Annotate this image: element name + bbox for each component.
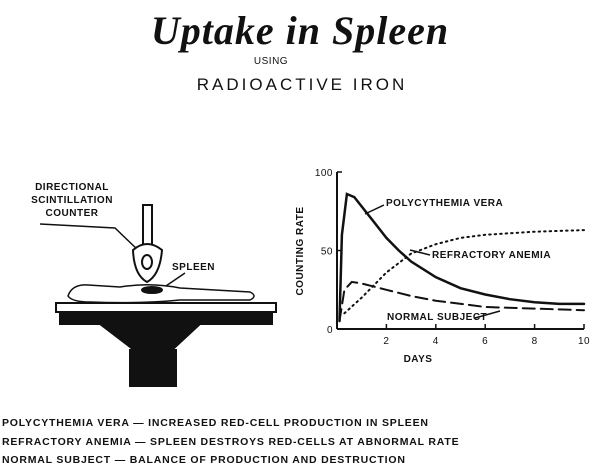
series-leader: [365, 205, 384, 214]
x-tick-label: 8: [532, 336, 538, 347]
note: REFRACTORY ANEMIA — SPLEEN DESTROYS RED-…: [2, 436, 459, 448]
series-label: REFRACTORY ANEMIA: [432, 250, 551, 261]
subtitle-prefix: USING: [254, 56, 288, 67]
chart-title: Uptake in Spleen: [151, 8, 449, 53]
note: NORMAL SUBJECT — BALANCE OF PRODUCTION A…: [2, 454, 406, 466]
note: POLYCYTHEMIA VERA — INCREASED RED-CELL P…: [2, 417, 429, 429]
y-tick-label: 0: [327, 325, 333, 336]
series-label: NORMAL SUBJECT: [387, 312, 487, 323]
leader-line: [40, 224, 140, 252]
x-tick-label: 10: [578, 336, 590, 347]
x-tick-label: 6: [482, 336, 488, 347]
counter-label: SCINTILLATION: [31, 195, 113, 206]
spleen: [142, 287, 162, 293]
pedestal: [100, 324, 200, 350]
y-axis-label: COUNTING RATE: [295, 206, 306, 295]
table-edge: [60, 312, 272, 324]
series-line: [344, 230, 584, 313]
subtitle: RADIOACTIVE IRON: [197, 75, 407, 94]
y-tick-label: 50: [321, 247, 333, 258]
probe: [143, 205, 152, 245]
counter-label: COUNTER: [46, 208, 99, 219]
page: Uptake in Spleen USING RADIOACTIVE IRON …: [0, 0, 602, 476]
base: [130, 350, 176, 386]
counter-label: DIRECTIONAL: [35, 182, 109, 193]
x-tick-label: 4: [433, 336, 439, 347]
plot: 0 50 100 2 4 6 8 10 DAYS COUNTING RATE POLYCYTHEMI…: [295, 168, 590, 365]
y-tick-label: 100: [315, 168, 333, 179]
x-axis-label: DAYS: [404, 354, 433, 365]
organ-label: SPLEEN: [172, 262, 215, 273]
illustration: DIRECTIONAL SCINTILLATION COUNTER SPLEEN: [31, 182, 276, 386]
table-top: [56, 303, 276, 312]
series-label: POLYCYTHEMIA VERA: [386, 198, 503, 209]
detector: [133, 244, 162, 282]
x-tick-label: 2: [383, 336, 389, 347]
